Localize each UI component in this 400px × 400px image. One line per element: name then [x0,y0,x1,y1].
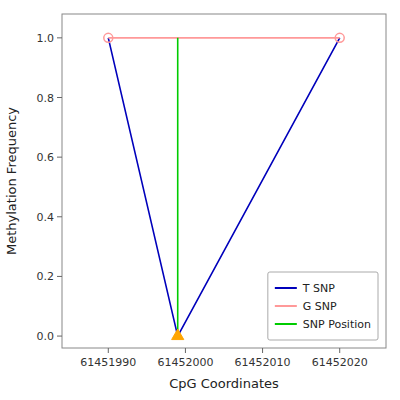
y-tick [57,336,62,337]
y-tick [57,97,62,98]
point-marker [335,33,344,42]
legend-box [268,272,378,340]
legend-swatch [275,305,297,307]
point-marker [172,329,184,340]
series-line [108,37,339,39]
y-tick-label: 0.6 [37,151,55,164]
plot-data [104,33,344,339]
y-tick-label: 0.8 [37,92,55,105]
y-tick [57,276,62,277]
y-tick-label: 1.0 [37,32,55,45]
y-tick [57,37,62,38]
x-tick-label: 61452000 [157,356,213,369]
series-line [177,38,179,336]
legend-label: G SNP [303,300,337,313]
x-tick-label: 61452010 [235,356,291,369]
x-tick-label: 61451990 [80,356,136,369]
x-tick [185,348,186,353]
plot-frame [62,14,386,348]
x-tick-label: 61452020 [312,356,368,369]
x-tick [339,348,340,353]
y-tick-label: 0.0 [37,330,55,343]
x-axis: 61451990 61452000 61452010 61452020 [80,348,367,369]
y-axis: 0.0 0.2 0.4 0.6 0.8 1.0 [37,32,63,343]
series-line [108,38,339,336]
chart: 614519906145200061452010614520200.00.20.… [0,0,400,400]
x-tick [108,348,109,353]
y-axis-label: Methylation Frequency [4,107,19,255]
legend-label: T SNP [302,282,335,295]
y-tick-label: 0.2 [37,270,55,283]
point-marker [104,33,113,42]
y-tick [57,216,62,217]
x-axis-label: CpG Coordinates [169,376,279,391]
legend-label: SNP Position [303,318,371,331]
x-tick [262,348,263,353]
legend: T SNP G SNP SNP Position [268,272,378,340]
y-tick [57,157,62,158]
legend-swatch [275,323,297,325]
legend-swatch [275,287,297,289]
y-tick-label: 0.4 [37,211,55,224]
